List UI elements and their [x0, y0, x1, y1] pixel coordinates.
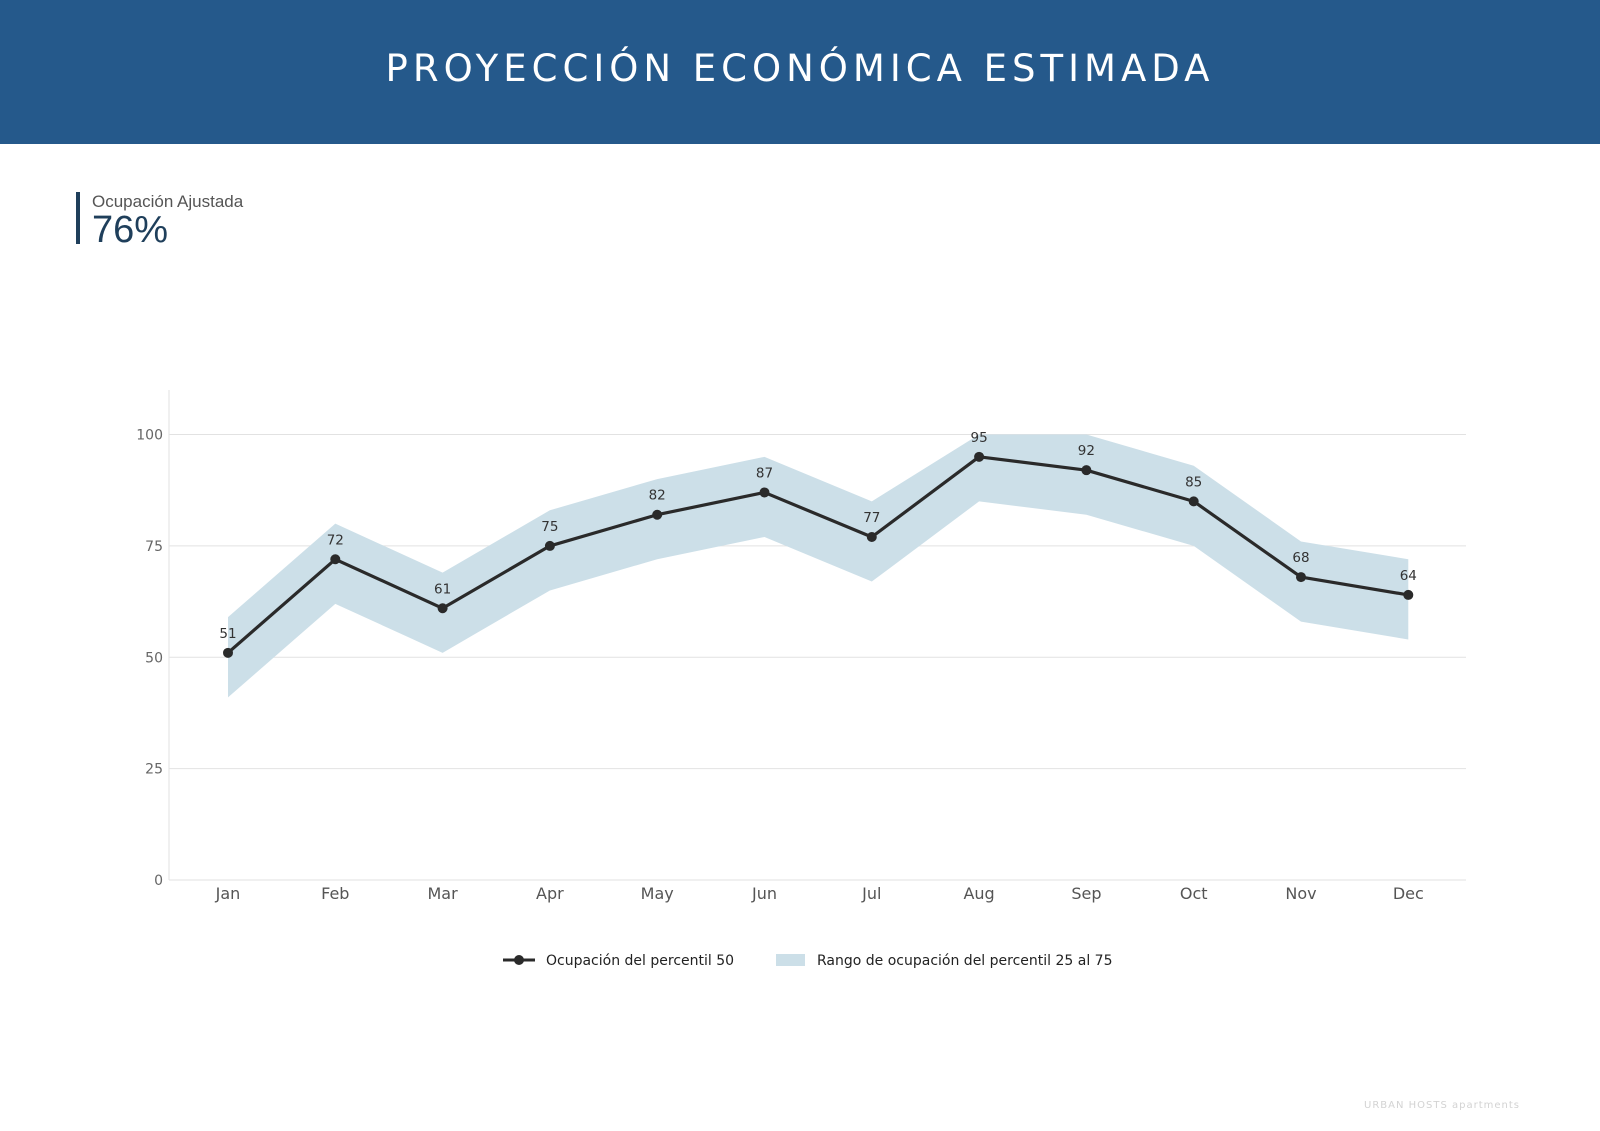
y-tick-label: 100 — [136, 428, 163, 444]
data-label: 64 — [1400, 568, 1417, 584]
data-point — [330, 554, 341, 565]
y-tick-label: 25 — [145, 762, 163, 778]
x-tick-label: Jan — [215, 884, 241, 903]
data-label: 95 — [971, 430, 988, 446]
x-tick-label: Nov — [1285, 884, 1316, 903]
y-tick-label: 50 — [145, 650, 163, 666]
y-tick-label: 75 — [145, 539, 163, 555]
legend-line-marker — [514, 955, 524, 965]
data-point — [974, 451, 985, 462]
data-label: 61 — [434, 581, 451, 597]
data-label: 51 — [219, 626, 236, 642]
x-tick-label: May — [641, 884, 674, 903]
x-tick-label: Aug — [963, 884, 994, 903]
kpi-label: Ocupación Ajustada — [92, 192, 244, 211]
x-tick-label: Apr — [536, 884, 564, 903]
data-label: 68 — [1292, 550, 1309, 566]
kpi-card: Ocupación Ajustada 76% — [76, 192, 244, 249]
x-tick-label: Sep — [1071, 884, 1101, 903]
data-point — [759, 487, 770, 498]
x-tick-label: Jul — [861, 884, 881, 903]
data-point — [544, 540, 555, 551]
x-tick-label: Mar — [428, 884, 459, 903]
data-label: 87 — [756, 465, 773, 481]
median-line — [226, 455, 1409, 655]
data-label: 75 — [541, 519, 558, 535]
percentile-band — [228, 434, 1409, 698]
data-label: 72 — [327, 532, 344, 548]
data-label: 82 — [649, 488, 666, 504]
data-point — [1081, 465, 1092, 476]
legend-band-label: Rango de ocupación del percentil 25 al 7… — [817, 953, 1113, 969]
kpi-value: 76% — [92, 209, 169, 251]
data-label: 92 — [1078, 443, 1095, 459]
x-tick-label: Oct — [1180, 884, 1208, 903]
data-point — [1188, 496, 1199, 507]
footer-brand: URBAN HOSTS apartments — [1364, 1100, 1520, 1111]
data-point — [223, 647, 233, 658]
data-point — [652, 509, 663, 520]
legend-median-label: Ocupación del percentil 50 — [546, 953, 734, 969]
data-point — [866, 532, 877, 542]
data-point — [1403, 589, 1414, 600]
x-tick-label: Dec — [1393, 884, 1424, 903]
page-title: PROYECCIÓN ECONÓMICA ESTIMADA — [385, 46, 1215, 90]
data-label: 85 — [1185, 474, 1202, 490]
x-tick-label: Jun — [751, 884, 777, 903]
data-label: 77 — [863, 510, 880, 526]
legend-band-swatch — [776, 954, 805, 966]
header-banner: PROYECCIÓN ECONÓMICA ESTIMADA — [0, 0, 1600, 144]
data-point — [437, 603, 448, 614]
x-tick-label: Feb — [321, 884, 349, 903]
y-tick-label: 0 — [154, 873, 163, 889]
data-point — [1296, 572, 1306, 583]
